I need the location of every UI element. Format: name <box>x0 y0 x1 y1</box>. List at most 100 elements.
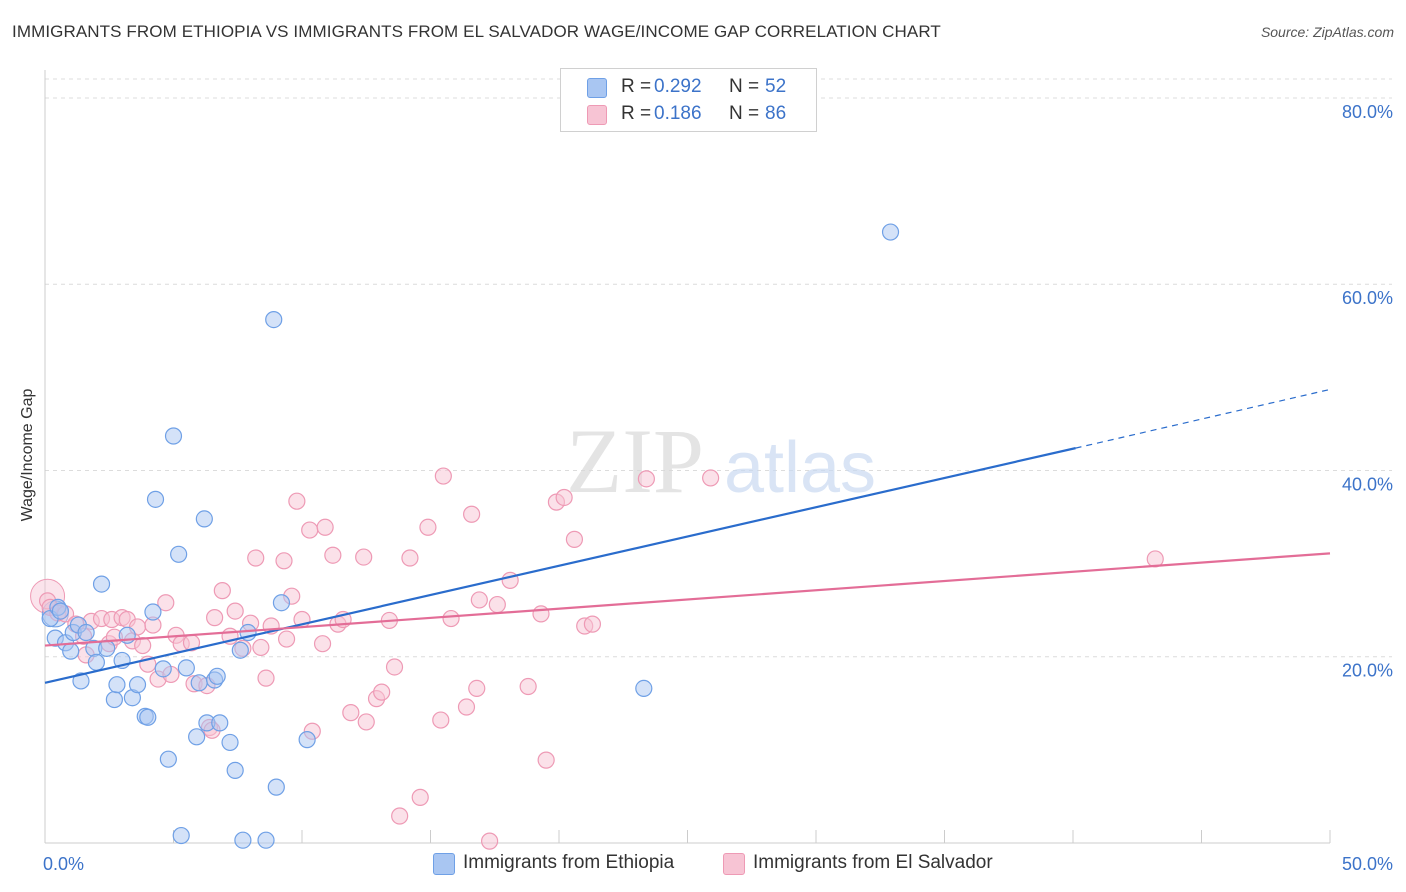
data-point-el-salvador <box>275 552 293 570</box>
data-point-el-salvador <box>316 518 334 536</box>
watermark-zip: ZIP <box>566 410 704 512</box>
y-tick-label: 60.0% <box>1342 288 1393 308</box>
data-point-el-salvador <box>457 698 476 716</box>
data-point-el-salvador <box>213 582 231 600</box>
data-point-el-salvador <box>357 713 375 731</box>
data-point-el-salvador <box>519 677 537 696</box>
stats-legend: R = 0.292 N = 52 R = 0.186 N = 86 <box>560 68 817 132</box>
data-point-el-salvador <box>313 635 332 653</box>
data-point-ethiopia <box>98 639 116 657</box>
legend-r-label: R = <box>621 76 652 97</box>
data-point-el-salvador <box>637 470 655 488</box>
data-point-ethiopia <box>51 602 70 620</box>
data-point-el-salvador <box>468 679 486 698</box>
data-point-el-salvador <box>442 609 460 628</box>
data-point-ethiopia <box>77 623 95 642</box>
legend-r-value: 0.186 <box>654 103 702 124</box>
y-axis-label: Wage/Income Gap <box>19 388 36 522</box>
bottom-legend-label-ethiopia: Immigrants from Ethiopia <box>463 852 675 873</box>
x-tick-label-right: 50.0% <box>1342 854 1393 874</box>
source-label: Source: ZipAtlas.com <box>1260 24 1394 40</box>
data-point-el-salvador <box>288 492 306 510</box>
data-point-el-salvador <box>565 530 584 548</box>
legend-n-label: N = <box>729 76 760 97</box>
bottom-legend-label-el-salvador: Immigrants from El Salvador <box>753 852 993 873</box>
data-point-ethiopia <box>105 690 123 709</box>
data-point-el-salvador <box>411 788 429 806</box>
bottom-legend-swatch-ethiopia <box>433 853 455 875</box>
data-point-ethiopia <box>87 653 106 671</box>
legend-swatch-ethiopia <box>587 78 607 98</box>
data-point-el-salvador <box>252 638 270 657</box>
legend-n-value: 86 <box>765 103 787 124</box>
data-point-ethiopia <box>257 831 275 849</box>
gridlines <box>45 78 1392 658</box>
data-point-ethiopia <box>108 676 126 694</box>
data-point-el-salvador <box>401 549 419 567</box>
data-point-ethiopia <box>226 761 244 779</box>
data-point-ethiopia <box>881 223 900 241</box>
data-point-ethiopia <box>208 667 226 685</box>
trend-lines <box>44 388 1331 684</box>
data-point-el-salvador <box>373 683 391 701</box>
data-point-el-salvador <box>470 591 488 609</box>
data-point-el-salvador <box>555 488 573 507</box>
data-point-ethiopia <box>172 826 190 845</box>
legend-n-label: N = <box>729 103 760 124</box>
data-point-ethiopia <box>188 728 206 746</box>
data-point-ethiopia <box>72 672 90 690</box>
data-point-el-salvador <box>434 467 452 485</box>
data-point-ethiopia <box>190 674 208 692</box>
data-point-ethiopia <box>298 731 316 749</box>
data-point-el-salvador <box>324 546 342 564</box>
trend-line-ethiopia-extension <box>1075 388 1331 449</box>
data-point-ethiopia <box>635 679 653 698</box>
data-point-ethiopia <box>62 642 80 660</box>
data-point-el-salvador <box>226 602 244 620</box>
data-point-el-salvador <box>342 704 360 722</box>
data-points <box>30 223 1164 850</box>
data-point-ethiopia <box>139 708 157 726</box>
data-point-el-salvador <box>488 595 506 614</box>
tick-labels: 20.0% 40.0% 60.0% 80.0% 0.0% 50.0% <box>43 102 1393 874</box>
data-point-ethiopia <box>159 750 177 768</box>
data-point-ethiopia <box>221 733 239 752</box>
data-point-el-salvador <box>532 605 550 623</box>
data-point-el-salvador <box>702 469 720 487</box>
data-point-ethiopia <box>164 427 183 445</box>
data-point-ethiopia <box>177 659 195 677</box>
legend-r-value: 0.292 <box>654 76 702 97</box>
data-point-el-salvador <box>385 658 404 676</box>
data-point-ethiopia <box>234 831 252 849</box>
data-point-ethiopia <box>195 510 213 528</box>
data-point-ethiopia <box>272 594 291 612</box>
data-point-el-salvador <box>257 669 275 687</box>
data-point-el-salvador <box>419 518 437 536</box>
data-point-el-salvador <box>481 832 499 850</box>
data-point-el-salvador <box>583 615 602 633</box>
legend-swatch-el-salvador <box>587 105 607 125</box>
y-tick-label: 40.0% <box>1342 474 1393 494</box>
data-point-ethiopia <box>211 714 229 732</box>
trend-line-el-salvador <box>44 552 1331 647</box>
data-point-el-salvador <box>391 807 409 825</box>
trend-line-ethiopia <box>44 447 1076 684</box>
data-point-el-salvador <box>432 711 450 729</box>
data-point-ethiopia <box>154 660 172 678</box>
data-point-el-salvador <box>206 609 224 627</box>
legend-r-label: R = <box>621 103 652 124</box>
watermark-atlas: atlas <box>724 428 876 508</box>
data-point-ethiopia <box>146 490 165 508</box>
bottom-legend-swatch-el-salvador <box>723 853 745 875</box>
data-point-ethiopia <box>128 676 147 694</box>
x-tick-label-left: 0.0% <box>43 854 84 874</box>
data-point-ethiopia <box>231 641 249 659</box>
data-point-ethiopia <box>170 545 188 563</box>
chart-title: IMMIGRANTS FROM ETHIOPIA VS IMMIGRANTS F… <box>12 22 941 41</box>
data-point-el-salvador <box>277 630 296 648</box>
y-tick-label: 80.0% <box>1342 102 1393 122</box>
data-point-el-salvador <box>301 521 319 539</box>
data-point-el-salvador <box>247 549 265 567</box>
data-point-el-salvador <box>537 751 555 769</box>
